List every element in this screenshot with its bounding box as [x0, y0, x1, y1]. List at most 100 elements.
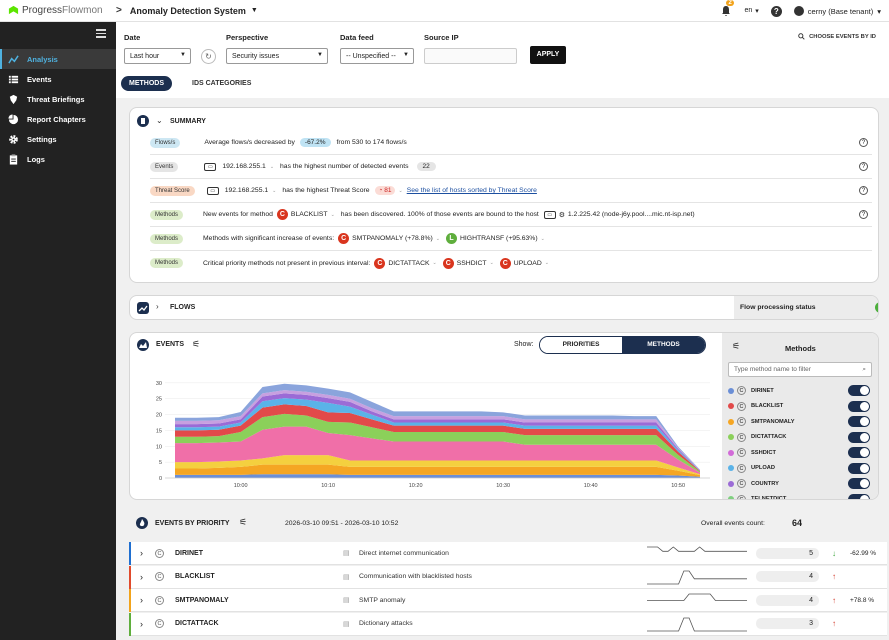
expand-chevron-icon[interactable]: ›: [140, 618, 143, 629]
sidebar-item-threat-briefings[interactable]: Threat Briefings: [0, 89, 116, 109]
flow-processing-status[interactable]: Flow processing status ✓: [734, 296, 878, 319]
method-toggle-switch[interactable]: [848, 385, 870, 396]
chart-settings-icon[interactable]: ⚟: [192, 339, 201, 349]
sourceip-input[interactable]: [424, 48, 517, 64]
chevron-down-icon[interactable]: ⌄: [272, 187, 277, 194]
method-type-icon: C: [737, 448, 746, 457]
method-item[interactable]: C COUNTRY: [728, 476, 872, 491]
user-menu[interactable]: cerny (Base tenant) ▾: [793, 6, 881, 16]
host-ip[interactable]: 192.168.255.1: [222, 163, 266, 170]
help-icon[interactable]: ?: [859, 210, 868, 219]
method-item[interactable]: C BLACKLIST: [728, 399, 872, 414]
datafeed-select[interactable]: -- Unspecified -- ▼: [340, 48, 414, 64]
sidebar-item-analysis[interactable]: Analysis: [0, 49, 116, 69]
trend-change: -62.99 %: [850, 549, 877, 557]
help-icon[interactable]: ?: [859, 162, 868, 171]
priority-row[interactable]: › C DICTATTACK ▤ Dictionary attacks 3 ↑: [129, 612, 887, 636]
chevron-down-icon[interactable]: ⌄: [398, 187, 403, 194]
method-name[interactable]: BLACKLIST: [175, 573, 215, 580]
apply-button[interactable]: APPLY: [530, 46, 566, 64]
filter-sliders-icon[interactable]: ⚟: [732, 341, 741, 351]
method-filter-input[interactable]: Type method name to filter ⌕: [728, 362, 872, 377]
expand-chevron-icon[interactable]: ›: [140, 571, 143, 582]
method-toggle-switch[interactable]: [848, 431, 870, 443]
tag-methods: Methods: [150, 258, 184, 268]
notifications-bell-icon[interactable]: 2: [720, 0, 734, 17]
method-item[interactable]: C SMTPANOMALY: [728, 414, 872, 429]
chevron-down-icon[interactable]: ⌄: [544, 260, 549, 266]
area-series-dirinet[interactable]: [175, 474, 700, 478]
method-name[interactable]: DICTATTACK: [175, 620, 219, 627]
system-dropdown-icon[interactable]: ▼: [250, 7, 258, 14]
tab-ids-categories[interactable]: IDS CATEGORIES: [192, 80, 252, 87]
chevron-down-icon[interactable]: ⌄: [330, 211, 335, 218]
help-icon[interactable]: ?: [770, 5, 782, 17]
method-type-icon: C: [155, 548, 164, 558]
toggle-priorities[interactable]: PRIORITIES: [540, 337, 622, 353]
method-toggle-switch[interactable]: [848, 493, 870, 499]
method-item[interactable]: C UPLOAD: [728, 461, 872, 476]
method-name[interactable]: BLACKLIST: [290, 211, 328, 218]
method-name[interactable]: DIRINET: [175, 549, 203, 557]
refresh-icon[interactable]: ↻: [201, 49, 216, 64]
expand-chevron-icon[interactable]: ›: [140, 595, 143, 605]
method-name[interactable]: DICTATTACK: [388, 259, 430, 267]
area-series-smtpanomaly[interactable]: [175, 464, 700, 477]
arrow-up-icon: ↑: [832, 619, 836, 628]
sidebar-item-report-chapters[interactable]: Report Chapters: [0, 109, 116, 129]
method-name: TELNETDICT: [751, 496, 787, 500]
critical-badge-icon: C: [276, 209, 288, 220]
host-name[interactable]: 1.2.225.42 (node-j6y.pool....mic.nt-isp.…: [567, 211, 695, 218]
method-item[interactable]: C DIRINET: [728, 383, 872, 398]
method-toggle-switch[interactable]: [848, 416, 870, 427]
clipboard-icon: [9, 153, 18, 165]
system-name[interactable]: Anomaly Detection System: [129, 5, 246, 16]
collapse-chevron-icon[interactable]: ⌄: [156, 116, 163, 125]
language-selector[interactable]: en ▾: [744, 7, 758, 15]
toggle-methods[interactable]: METHODS: [622, 337, 705, 353]
chevron-down-icon[interactable]: ⌄: [540, 235, 545, 242]
method-name[interactable]: SSHDICT: [456, 259, 487, 267]
chevron-down-icon[interactable]: ⌄: [269, 163, 275, 170]
sidebar-item-logs[interactable]: Logs: [0, 149, 116, 169]
area-series-dictattack[interactable]: [175, 426, 700, 475]
date-select[interactable]: Last hour ▼: [124, 48, 191, 64]
sidebar-item-events[interactable]: Events: [0, 69, 116, 89]
method-item[interactable]: C SSHDICT: [728, 445, 872, 460]
sidebar-nav: Analysis Events Threat Briefings Report …: [0, 49, 116, 169]
method-type-icon: C: [737, 417, 746, 426]
summary-text: has been discovered. 100% of those event…: [340, 211, 539, 218]
threat-score-hosts-link[interactable]: See the list of hosts sorted by Threat S…: [406, 187, 537, 194]
method-name[interactable]: HIGHTRANSF (+95.63%): [459, 235, 538, 242]
method-item[interactable]: C TELNETDICT: [728, 492, 872, 500]
area-series-hightransf[interactable]: [175, 413, 700, 473]
method-toggle-switch[interactable]: [848, 447, 870, 458]
choose-events-by-id-link[interactable]: CHOOSE EVENTS BY ID: [798, 33, 876, 40]
expand-chevron-icon[interactable]: ›: [156, 302, 159, 311]
priority-row[interactable]: › C DIRINET ▤ Direct internet communication 5…: [129, 542, 887, 565]
chevron-down-icon[interactable]: ⌄: [489, 260, 494, 266]
host-ip[interactable]: 192.168.255.1: [224, 187, 269, 194]
chevron-down-icon[interactable]: ⌄: [435, 235, 440, 242]
hamburger-menu-icon[interactable]: [96, 29, 106, 40]
flowmon-logo[interactable]: Progress Flowmon: [8, 5, 116, 16]
method-name[interactable]: UPLOAD: [513, 259, 542, 267]
method-type-icon: C: [737, 386, 746, 395]
perspective-select[interactable]: Security issues ▼: [226, 48, 328, 64]
tab-methods[interactable]: METHODS: [121, 76, 172, 91]
priority-row[interactable]: › C BLACKLIST ▤ Communication with blacklist…: [129, 565, 887, 589]
method-name[interactable]: SMTPANOMALY (+78.8%): [352, 235, 433, 242]
priority-settings-icon[interactable]: ⚟: [239, 517, 248, 527]
help-icon[interactable]: ?: [859, 138, 868, 147]
method-item[interactable]: C DICTATTACK: [728, 430, 872, 445]
help-icon[interactable]: ?: [859, 186, 868, 195]
method-toggle-switch[interactable]: [848, 478, 870, 489]
expand-chevron-icon[interactable]: ›: [140, 548, 143, 558]
area-series-sshdict[interactable]: [175, 455, 700, 476]
method-name[interactable]: SMTPANOMALY: [175, 596, 229, 604]
method-toggle-switch[interactable]: [848, 400, 870, 412]
chevron-down-icon[interactable]: ⌄: [432, 260, 437, 266]
method-toggle-switch[interactable]: [848, 462, 870, 474]
sidebar-item-settings[interactable]: Settings: [0, 129, 116, 149]
priority-row[interactable]: › C SMTPANOMALY ▤ SMTP anomaly 4 ↑ +78.8 %: [129, 589, 887, 612]
